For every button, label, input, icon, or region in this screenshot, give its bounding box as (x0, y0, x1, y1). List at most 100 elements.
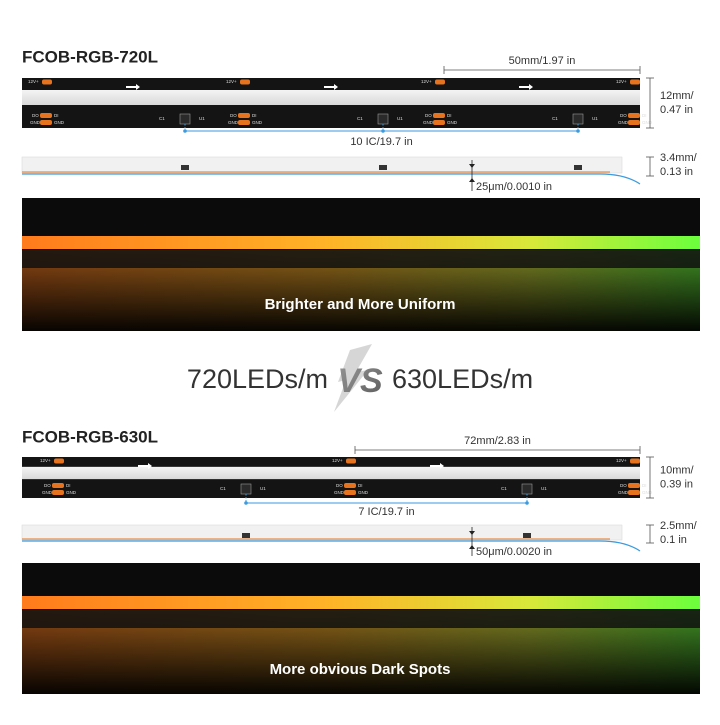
data-out-label: DO (425, 113, 432, 118)
side-chip (242, 533, 250, 538)
solder-pad (628, 483, 640, 488)
data-in-label: DI (54, 113, 59, 118)
data-out-label: DO (336, 483, 343, 488)
photo-pcb (22, 246, 700, 268)
cut-length: 50mm/1.97 in (509, 55, 576, 67)
ic-chip (377, 113, 389, 125)
data-in-label: DI (252, 113, 257, 118)
ic-density: 7 IC/19.7 in (358, 506, 414, 518)
product-title: FCOB-RGB-630L (22, 427, 158, 446)
data-in-label: DI (66, 483, 71, 488)
ground-label: GND (358, 490, 369, 495)
solder-pad (40, 113, 52, 118)
side-chip (379, 165, 387, 170)
photo-caption: Brighter and More Uniform (265, 296, 456, 313)
side-chip (181, 165, 189, 170)
photo-caption: More obvious Dark Spots (270, 661, 451, 678)
solder-pad (238, 113, 250, 118)
ground-label: GND (447, 120, 458, 125)
data-in-label: DI (642, 483, 647, 488)
ground-label: GND (228, 120, 239, 125)
tape-line (22, 173, 641, 185)
lit-band (22, 236, 700, 249)
ground-label: GND (618, 120, 629, 125)
power-label: 12V+ (616, 79, 627, 84)
ic-label: U1 (397, 116, 403, 121)
power-label: 12V+ (28, 79, 39, 84)
power-label: 12V+ (332, 458, 343, 463)
ic-label: U1 (541, 486, 547, 491)
solder-pad (240, 79, 250, 85)
capacitor-label: C1 (552, 116, 558, 121)
adhesive-thickness: 25μm/0.0010 in (476, 181, 552, 193)
solder-pad (40, 120, 52, 125)
power-label: 12V+ (616, 458, 627, 463)
solder-pad (630, 458, 640, 464)
versus-splash (334, 344, 372, 412)
strip-thickness: 0.1 in (660, 534, 687, 546)
strip-width: 10mm/ (660, 464, 695, 476)
direction-arrow (138, 463, 152, 469)
ic-chip (521, 483, 533, 495)
direction-arrow (324, 84, 338, 90)
ground-label: GND (423, 120, 434, 125)
strip-width: 0.47 in (660, 104, 693, 116)
cob-band (22, 466, 640, 480)
density-right: 630LEDs/m (392, 364, 533, 394)
data-out-label: DO (620, 113, 627, 118)
data-in-label: DI (447, 113, 452, 118)
data-out-label: DO (230, 113, 237, 118)
power-label: 12V+ (421, 79, 432, 84)
ic-chip (179, 113, 191, 125)
solder-pad (433, 113, 445, 118)
solder-pad (628, 490, 640, 495)
ic-label: U1 (592, 116, 598, 121)
ground-label: GND (642, 490, 653, 495)
side-chip (574, 165, 582, 170)
capacitor-label: C1 (220, 486, 226, 491)
ic-label: U1 (260, 486, 266, 491)
solder-pad (628, 113, 640, 118)
versus-mark: VS (337, 362, 383, 400)
ic-density: 10 IC/19.7 in (350, 136, 412, 148)
capacitor-label: C1 (357, 116, 363, 121)
strip-width: 0.39 in (660, 478, 693, 490)
ground-label: GND (54, 120, 65, 125)
ground-label: GND (334, 490, 345, 495)
solder-pad (54, 458, 64, 464)
photo-pcb (22, 606, 700, 628)
ic-chip (572, 113, 584, 125)
solder-pad (628, 120, 640, 125)
direction-arrow (519, 84, 533, 90)
side-profile (21, 524, 623, 541)
capacitor-label: C1 (159, 116, 165, 121)
side-profile (21, 156, 623, 174)
data-in-label: DI (358, 483, 363, 488)
ground-label: GND (30, 120, 41, 125)
data-out-label: DO (32, 113, 39, 118)
side-chip (523, 533, 531, 538)
solder-pad (238, 120, 250, 125)
solder-pad (42, 79, 52, 85)
strip-width: 12mm/ (660, 90, 695, 102)
power-label: 12V+ (226, 79, 237, 84)
solder-pad (630, 79, 640, 85)
data-in-label: DI (642, 113, 647, 118)
solder-pad (433, 120, 445, 125)
ic-chip (240, 483, 252, 495)
solder-pad (435, 79, 445, 85)
data-out-label: DO (620, 483, 627, 488)
ground-label: GND (252, 120, 263, 125)
product-title: FCOB-RGB-720L (22, 47, 158, 66)
solder-pad (344, 483, 356, 488)
capacitor-label: C1 (501, 486, 507, 491)
tape-line (22, 540, 641, 552)
strip-thickness: 3.4mm/ (660, 152, 698, 164)
lit-band (22, 596, 700, 609)
strip-thickness: 2.5mm/ (660, 520, 698, 532)
ic-label: U1 (199, 116, 205, 121)
solder-pad (52, 483, 64, 488)
adhesive-thickness: 50μm/0.0020 in (476, 546, 552, 558)
ground-label: GND (618, 490, 629, 495)
